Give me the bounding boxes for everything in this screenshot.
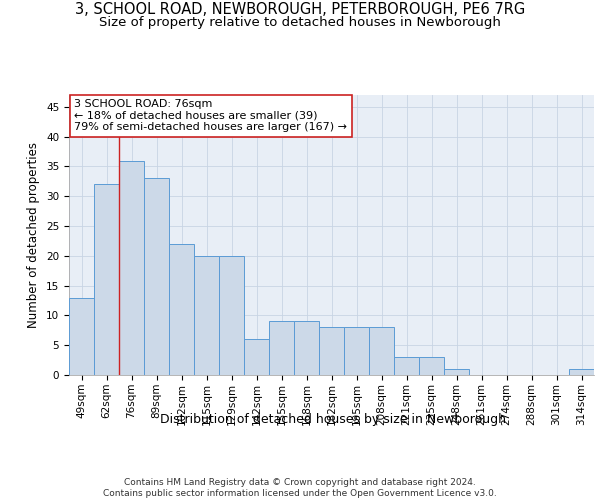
Bar — [394, 357, 419, 375]
Bar — [244, 340, 269, 375]
Bar — [194, 256, 219, 375]
Bar — [419, 357, 444, 375]
Bar — [94, 184, 119, 375]
Text: 3, SCHOOL ROAD, NEWBOROUGH, PETERBOROUGH, PE6 7RG: 3, SCHOOL ROAD, NEWBOROUGH, PETERBOROUGH… — [75, 2, 525, 18]
Bar — [69, 298, 94, 375]
Bar — [169, 244, 194, 375]
Bar — [319, 328, 344, 375]
Text: Contains HM Land Registry data © Crown copyright and database right 2024.
Contai: Contains HM Land Registry data © Crown c… — [103, 478, 497, 498]
Bar — [294, 322, 319, 375]
Text: Distribution of detached houses by size in Newborough: Distribution of detached houses by size … — [160, 412, 506, 426]
Text: Size of property relative to detached houses in Newborough: Size of property relative to detached ho… — [99, 16, 501, 29]
Bar — [219, 256, 244, 375]
Bar — [119, 160, 144, 375]
Bar — [369, 328, 394, 375]
Bar — [144, 178, 169, 375]
Text: 3 SCHOOL ROAD: 76sqm
← 18% of detached houses are smaller (39)
79% of semi-detac: 3 SCHOOL ROAD: 76sqm ← 18% of detached h… — [74, 99, 347, 132]
Bar — [269, 322, 294, 375]
Bar — [344, 328, 369, 375]
Bar — [444, 369, 469, 375]
Y-axis label: Number of detached properties: Number of detached properties — [28, 142, 40, 328]
Bar — [569, 369, 594, 375]
